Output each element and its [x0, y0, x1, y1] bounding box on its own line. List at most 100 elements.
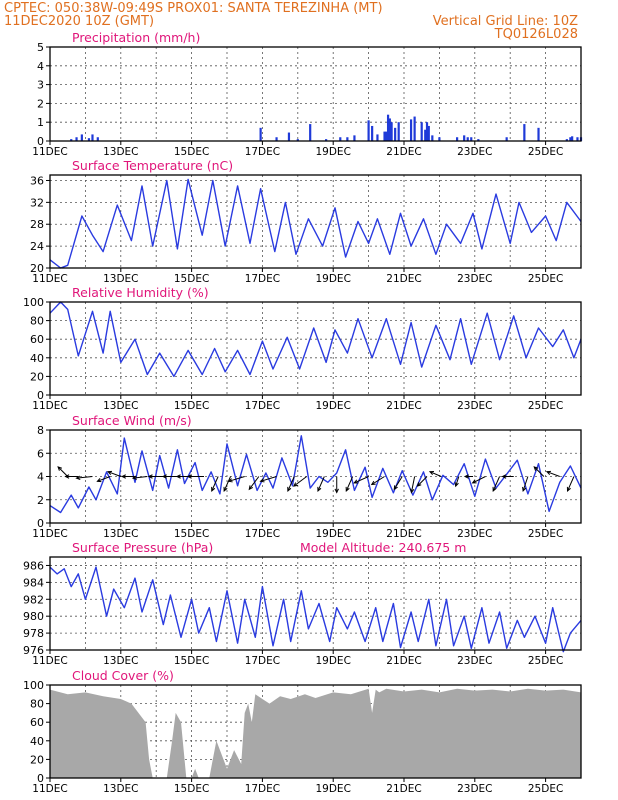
- x-tick-label: 13DEC: [103, 528, 138, 540]
- precip-bar: [75, 137, 78, 141]
- wind-arrow-head: [131, 475, 137, 480]
- x-tick-label: 13DEC: [103, 783, 138, 795]
- wind-arrow-head: [161, 474, 167, 479]
- y-tick-label: 40: [30, 735, 44, 748]
- precip-bar: [367, 120, 370, 141]
- panel-title: Cloud Cover (%): [72, 668, 174, 683]
- y-tick-label: 2: [37, 97, 44, 110]
- precip-bar: [456, 137, 459, 141]
- x-tick-label: 17DEC: [245, 528, 280, 540]
- precip-bar: [87, 138, 91, 141]
- wind-arrow-head: [533, 466, 539, 471]
- header-line1: CPTEC: 050:38W-09:49S PROX01: SANTA TERE…: [4, 1, 383, 16]
- wind-arrow: [393, 476, 403, 490]
- y-tick-label: 976: [23, 644, 44, 657]
- y-tick-label: 20: [30, 370, 44, 383]
- x-tick-label: 19DEC: [315, 400, 350, 412]
- wind-arrow-head: [428, 471, 434, 476]
- wind-arrow: [546, 471, 560, 477]
- precip-bar: [409, 119, 413, 141]
- precip-bar: [569, 137, 572, 141]
- x-tick-label: 15DEC: [174, 273, 209, 285]
- wind-arrow: [353, 476, 369, 484]
- wind-arrow-head: [227, 478, 233, 483]
- panel-title: Precipitation (mm/h): [72, 30, 200, 45]
- x-tick-label: 23DEC: [457, 273, 492, 285]
- precip-bar: [466, 137, 469, 141]
- y-tick-label: 1: [37, 116, 44, 129]
- y-tick-label: 986: [23, 559, 44, 572]
- wind-arrow: [472, 476, 486, 484]
- y-tick-label: 4: [37, 471, 44, 484]
- wind-arrow: [132, 476, 148, 479]
- wind-arrow: [76, 476, 93, 479]
- wind-arrow: [287, 476, 295, 492]
- wind-arrow-head: [454, 482, 459, 488]
- header-date: 11DEC2020 10Z (GMT): [4, 14, 154, 29]
- precip-bar: [523, 124, 526, 141]
- precip-bar: [390, 122, 393, 141]
- x-tick-label: 11DEC: [32, 146, 67, 158]
- precip-bar: [259, 127, 262, 141]
- cloud-area: [50, 688, 581, 778]
- panel-2: Surface Temperature (nC) 20 24 28 32 36 11DEC 1…: [30, 158, 582, 285]
- plot-frame: [49, 556, 582, 651]
- y-tick-label: 980: [23, 610, 44, 623]
- series-line: [49, 301, 582, 378]
- y-tick-label: 80: [30, 698, 44, 711]
- wind-arrow-head: [545, 470, 551, 475]
- y-tick-label: 984: [23, 576, 44, 589]
- wind-arrow: [228, 476, 245, 482]
- wind-arrow-head: [345, 486, 350, 492]
- wind-arrow-head: [463, 474, 469, 479]
- x-tick-label: 25DEC: [528, 146, 563, 158]
- precip-bar: [425, 122, 429, 141]
- y-tick-label: 36: [30, 174, 44, 187]
- wind-arrow: [107, 471, 121, 477]
- x-tick-label: 19DEC: [315, 273, 350, 285]
- plot-frame: [49, 684, 582, 779]
- wind-arrow: [417, 476, 428, 487]
- y-tick-label: 60: [30, 716, 44, 729]
- precip-bar: [470, 137, 473, 141]
- y-tick-label: 0: [37, 389, 44, 402]
- x-tick-label: 13DEC: [103, 273, 138, 285]
- x-tick-label: 19DEC: [315, 783, 350, 795]
- wind-arrow-head: [57, 466, 63, 471]
- x-tick-label: 15DEC: [174, 783, 209, 795]
- wind-arrow-head: [106, 470, 113, 475]
- y-tick-label: 5: [37, 41, 44, 54]
- x-tick-label: 21DEC: [386, 528, 421, 540]
- y-tick-label: 3: [37, 79, 44, 92]
- x-tick-label: 25DEC: [528, 273, 563, 285]
- wind-arrow: [371, 476, 385, 485]
- series-line: [49, 435, 582, 514]
- wind-arrow-head: [566, 486, 571, 492]
- wind-arrow-head: [248, 485, 254, 491]
- wind-arrow-head: [409, 488, 415, 494]
- wind-arrow-head: [175, 474, 181, 479]
- x-tick-label: 13DEC: [103, 400, 138, 412]
- y-tick-label: 60: [30, 333, 44, 346]
- wind-arrow-head: [147, 474, 153, 479]
- precip-bar: [383, 131, 386, 141]
- panel-subtitle: Model Altitude: 240.675 m: [300, 540, 466, 555]
- y-tick-label: 28: [30, 218, 44, 231]
- panel-title: Surface Pressure (hPa): [72, 540, 213, 555]
- x-tick-label: 17DEC: [245, 655, 280, 667]
- wind-arrow-head: [121, 474, 126, 479]
- panel-1: Precipitation (mm/h) 0 1 2 3 4 5 11DEC 13DEC 15DE…: [32, 30, 583, 158]
- plot-frame: [49, 46, 582, 142]
- y-tick-label: 100: [23, 296, 44, 309]
- x-tick-label: 25DEC: [528, 783, 563, 795]
- panel-6: Cloud Cover (%) 0 20 40 60 80 100 11DEC 13DEC 15D…: [23, 668, 582, 795]
- series-line: [49, 178, 582, 269]
- plot-frame: [49, 174, 582, 269]
- wind-arrow: [317, 476, 325, 492]
- precip-bar: [537, 127, 540, 141]
- y-tick-label: 20: [30, 262, 44, 275]
- precip-bar: [576, 137, 579, 141]
- x-tick-label: 15DEC: [174, 400, 209, 412]
- wind-arrow-head: [211, 486, 216, 492]
- precip-bar: [431, 135, 434, 141]
